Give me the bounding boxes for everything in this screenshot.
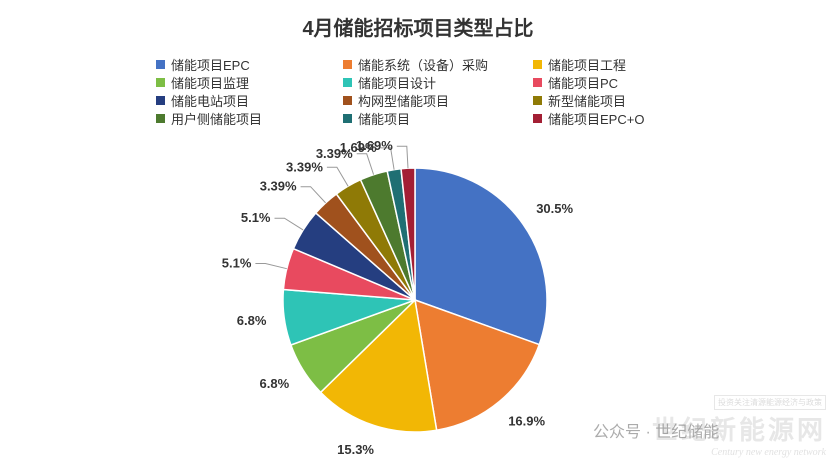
leader-line [380, 147, 395, 170]
data-label: 1.69% [356, 138, 393, 153]
legend-label: 储能项目设计 [358, 76, 437, 91]
data-label: 3.39% [260, 179, 297, 194]
legend-label: 储能项目 [358, 112, 411, 127]
data-label: 5.1% [222, 256, 252, 271]
data-label: 15.3% [337, 442, 374, 457]
legend-swatch [533, 96, 542, 105]
legend-item: 储能项目工程 [533, 55, 626, 74]
legend-item: 储能项目设计 [343, 73, 436, 92]
watermark-caption: 投资关注清源能源经济与政策 [714, 395, 826, 410]
legend-item: 储能电站项目 [156, 91, 249, 110]
legend-label: 储能电站项目 [171, 94, 250, 109]
legend-swatch [343, 60, 352, 69]
data-label: 16.9% [508, 413, 545, 428]
leader-line [326, 166, 349, 187]
leader-line [274, 217, 304, 231]
data-label: 6.8% [237, 313, 267, 328]
legend-label: 储能项目EPC [171, 58, 250, 73]
legend-label: 储能项目PC [548, 76, 619, 91]
data-label: 30.5% [536, 201, 573, 216]
legend-item: 储能项目 [343, 109, 410, 128]
pie-slice [319, 298, 438, 433]
legend-label: 新型储能项目 [548, 94, 627, 109]
watermark: 投资关注清源能源经济与政策 世纪新能源网 Century new energy … [652, 392, 826, 458]
watermark-brand-en: Century new energy network [711, 447, 826, 458]
legend-swatch [156, 60, 165, 69]
leader-line [300, 186, 326, 204]
legend-item: 储能系统（设备）采购 [343, 55, 488, 74]
legend-item: 用户侧储能项目 [156, 109, 262, 128]
legend-label: 储能项目EPC+O [548, 112, 645, 127]
legend-item: 储能项目EPC [156, 55, 250, 74]
legend-item: 新型储能项目 [533, 91, 626, 110]
chart-title: 4月储能招标项目类型占比 [302, 18, 534, 40]
pie-slice [414, 298, 541, 432]
legend-swatch [343, 96, 352, 105]
data-label: 6.8% [260, 376, 290, 391]
data-label: 3.39% [316, 146, 353, 161]
legend-swatch [156, 114, 165, 123]
leader-line [255, 263, 287, 270]
data-label: 5.1% [241, 210, 271, 225]
legend-swatch [343, 78, 352, 87]
legend-label: 储能项目工程 [548, 58, 627, 73]
legend-item: 构网型储能项目 [343, 91, 449, 110]
legend-swatch [533, 114, 542, 123]
pie-slice [414, 167, 548, 346]
legend-swatch [343, 114, 352, 123]
legend-label: 用户侧储能项目 [171, 112, 263, 127]
legend-label: 储能系统（设备）采购 [358, 58, 489, 73]
legend-label: 构网型储能项目 [358, 94, 450, 109]
legend-item: 储能项目PC [533, 73, 618, 92]
watermark-brand: 世纪新能源网 [651, 415, 826, 445]
legend-swatch [533, 78, 542, 87]
legend-item: 储能项目EPC+O [533, 109, 644, 128]
leader-line [356, 153, 375, 175]
legend-label: 储能项目监理 [171, 76, 250, 91]
data-label: 3.39% [286, 159, 323, 174]
legend-item: 储能项目监理 [156, 73, 249, 92]
data-label: 1.69% [340, 140, 377, 155]
wechat-watermark: 公众号 · 世纪储能 [593, 424, 720, 441]
legend-swatch [533, 60, 542, 69]
legend-swatch [156, 78, 165, 87]
legend-swatch [156, 96, 165, 105]
leader-line [396, 145, 409, 169]
